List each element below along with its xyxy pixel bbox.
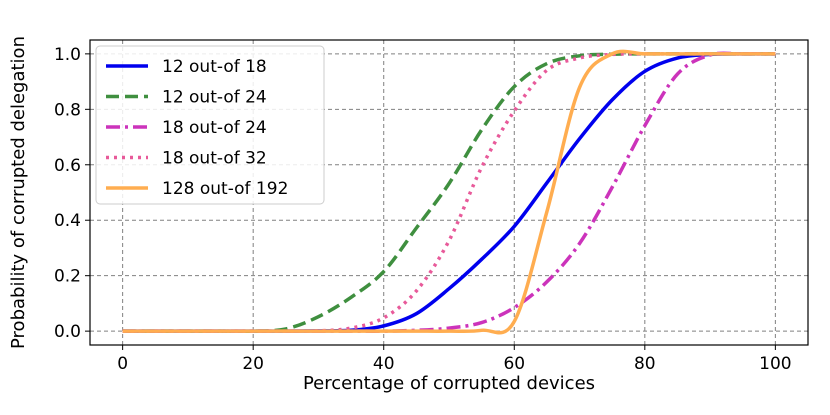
legend-box [95,45,325,205]
y-tick-label: 0.2 [54,267,81,287]
legend-label: 12 out-of 24 [162,88,267,108]
y-axis-title: Probability of corrupted delegation [8,36,29,349]
series-line-128-out-of-192 [122,49,776,335]
x-tick-label: 60 [503,354,525,374]
y-tick-label: 0.0 [54,322,81,342]
y-tick-label: 0.8 [54,100,81,120]
y-tick-label: 0.6 [54,156,81,176]
axis-ticks: 0 20 40 60 80 100 0.0 0.2 0.4 0.6 0.8 1.0 [54,45,792,374]
plot-frame [89,39,809,346]
x-axis-title: Percentage of corrupted devices [303,373,595,394]
y-tick-label: 0.4 [54,211,81,231]
legend-label: 18 out-of 32 [162,149,267,169]
x-tick-label: 80 [634,354,656,374]
x-tick-label: 100 [759,354,791,374]
legend-label: 128 out-of 192 [162,179,288,199]
series-lines [122,49,776,335]
y-tick-label: 1.0 [54,45,81,65]
legend: 12 out-of 18 12 out-of 24 18 out-of 24 18 o… [95,45,325,205]
x-tick-label: 0 [117,354,128,374]
legend-label: 12 out-of 18 [162,57,267,77]
legend-label: 18 out-of 24 [162,118,267,138]
x-tick-label: 40 [373,354,395,374]
x-tick-label: 20 [242,354,264,374]
